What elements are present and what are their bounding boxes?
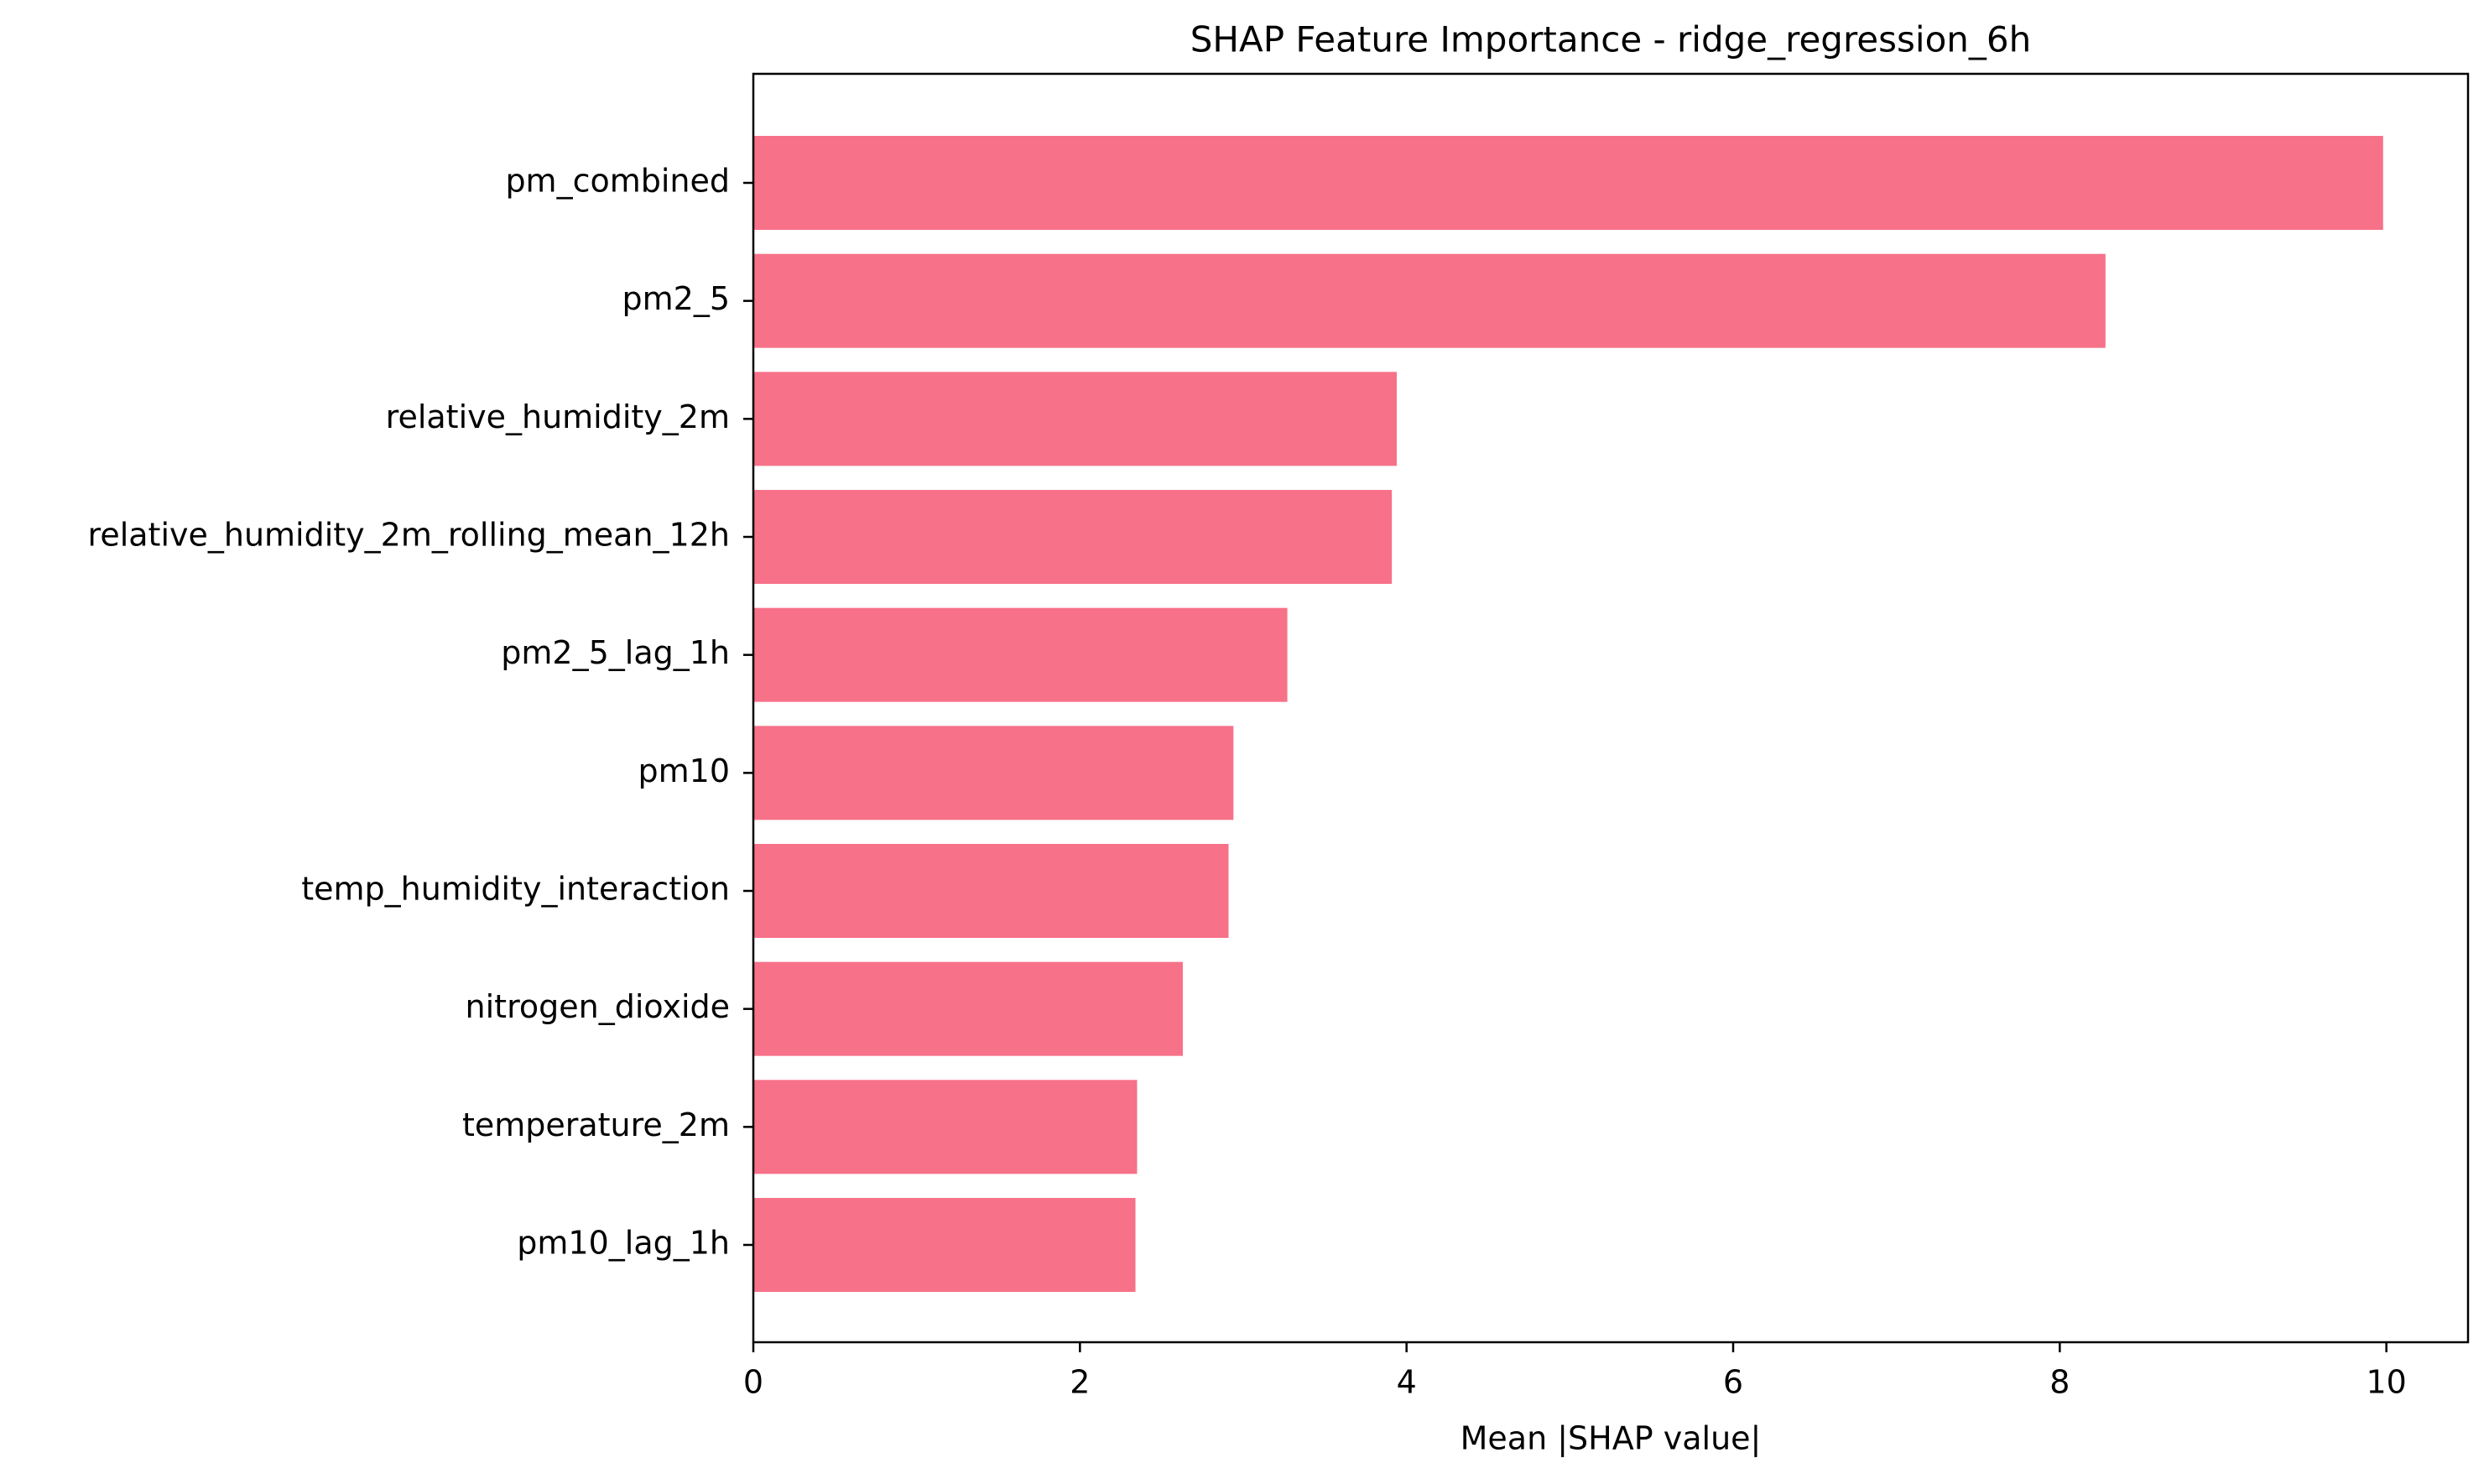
bar bbox=[753, 844, 1229, 938]
y-tick-label: pm10 bbox=[638, 752, 731, 789]
x-tick-label: 8 bbox=[2049, 1364, 2070, 1401]
bar bbox=[753, 726, 1234, 820]
bar bbox=[753, 607, 1288, 702]
y-tick-label: relative_humidity_2m_rolling_mean_12h bbox=[88, 517, 730, 554]
y-tick-label: pm2_5 bbox=[622, 280, 731, 317]
chart-title: SHAP Feature Importance - ridge_regressi… bbox=[1190, 19, 2031, 60]
bar bbox=[753, 372, 1397, 466]
x-tick-label: 2 bbox=[1070, 1364, 1090, 1401]
bar bbox=[753, 1080, 1138, 1174]
bar bbox=[753, 490, 1393, 584]
bar bbox=[753, 253, 2106, 348]
x-tick-label: 6 bbox=[1723, 1364, 1743, 1401]
bar bbox=[753, 961, 1183, 1056]
y-tick-label: pm2_5_lag_1h bbox=[501, 634, 730, 671]
x-axis-label: Mean |SHAP value| bbox=[1461, 1420, 1762, 1458]
x-axis: 0 2 4 6 8 10 bbox=[743, 1342, 2407, 1401]
y-tick-label: nitrogen_dioxide bbox=[466, 988, 730, 1025]
y-tick-label: relative_humidity_2m bbox=[386, 398, 730, 435]
y-tick-label: temp_humidity_interaction bbox=[301, 871, 730, 908]
bar bbox=[753, 1198, 1136, 1292]
bar bbox=[753, 136, 2383, 230]
y-tick-label: pm10_lag_1h bbox=[517, 1225, 730, 1262]
plot-frame bbox=[752, 72, 2470, 1344]
x-tick-label: 0 bbox=[743, 1364, 763, 1401]
y-axis: pm_combined pm2_5 relative_humidity_2mrela… bbox=[88, 163, 753, 1262]
bars-layer bbox=[753, 136, 2383, 1292]
x-tick-label: 10 bbox=[2366, 1364, 2406, 1401]
y-tick-label: pm_combined bbox=[505, 163, 730, 200]
y-tick-label: temperature_2m bbox=[462, 1106, 730, 1143]
x-tick-label: 4 bbox=[1397, 1364, 1417, 1401]
